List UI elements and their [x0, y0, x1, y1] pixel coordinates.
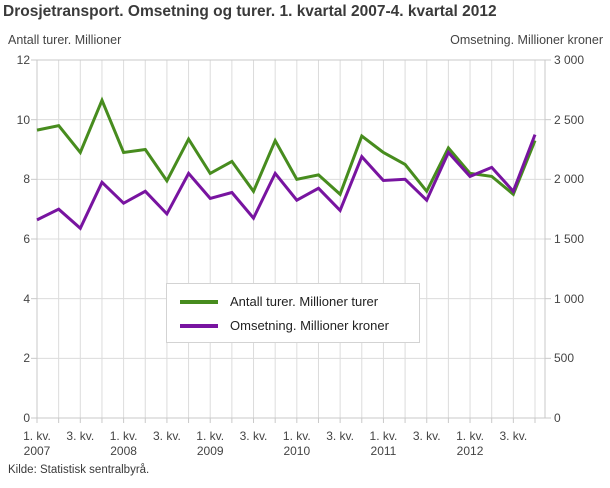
left-axis-tick-label: 6 [23, 232, 30, 246]
chart-title: Drosjetransport. Omsetning og turer. 1. … [3, 3, 497, 20]
right-axis-tick-label: 2 000 [554, 172, 585, 187]
x-axis-tick-label: 3. kv. [224, 429, 284, 444]
x-axis-tick-text: 1. kv. [369, 429, 398, 443]
legend-item: Antall turer. Millioner turer [180, 294, 406, 309]
x-axis-tick-text: 2010 [283, 444, 311, 458]
x-axis-tick-label: 3. kv. [397, 429, 457, 444]
x-axis-tick-text: 2012 [456, 444, 484, 458]
series-line-revenue [36, 134, 537, 231]
x-axis-tick-text: 3. kv. [326, 429, 355, 443]
x-axis-tick-label: 1. kv. 2012 [440, 429, 500, 459]
right-axis-tick-label: 3 000 [554, 53, 585, 67]
legend-line-swatch [180, 299, 218, 304]
legend-label: Omsetning. Millioner kroner [230, 318, 389, 333]
left-axis-tick-label: 2 [23, 351, 30, 366]
left-axis-tick-label: 4 [23, 291, 30, 306]
series-line-trips [36, 96, 537, 197]
left-axis-tick-label: 12 [16, 53, 30, 67]
x-axis-tick-text: 1. kv. [456, 429, 484, 443]
right-axis-title: Omsetning. Millioner kroner [450, 33, 603, 47]
x-axis-tick-text: 1. kv. [23, 429, 51, 443]
legend-item: Omsetning. Millioner kroner [180, 318, 406, 333]
right-axis-tick-label: 0 [554, 411, 561, 425]
x-axis-tick-text: 2007 [23, 444, 51, 458]
x-axis-tick-text: 3. kv. [239, 429, 268, 443]
left-axis-tick-label: 8 [23, 172, 30, 187]
x-axis-tick-label: 3. kv. [50, 429, 110, 444]
x-axis-tick-label: 1. kv. 2007 [7, 429, 67, 459]
x-axis-tick-text: 2011 [370, 444, 397, 458]
x-axis-tick-text: 3. kv. [499, 429, 528, 443]
x-axis-tick-label: 3. kv. [483, 429, 543, 444]
left-axis-title: Antall turer. Millioner [8, 33, 122, 47]
right-axis-tick-label: 500 [554, 351, 575, 366]
x-axis-tick-text: 3. kv. [153, 429, 181, 443]
x-axis-tick-text: 3. kv. [66, 429, 95, 443]
x-axis-tick-label: 3. kv. [310, 429, 370, 444]
x-axis-tick-label: 1. kv. 2008 [94, 429, 154, 459]
x-axis-tick-text: 2009 [196, 444, 224, 458]
x-axis-tick-text: 1. kv. [196, 429, 225, 443]
right-axis-tick-label: 1 500 [554, 232, 585, 246]
right-axis-tick-label: 1 000 [554, 291, 585, 306]
x-axis-tick-text: 1. kv. [109, 429, 138, 443]
x-axis-tick-label: 3. kv. [137, 429, 197, 444]
chart-legend: Antall turer. Millioner turer Omsetning. … [166, 283, 420, 343]
plot-frame [36, 59, 546, 419]
x-axis-tick-text: 2008 [110, 444, 137, 458]
x-axis-tick-label: 1. kv. 2010 [267, 429, 327, 459]
right-axis-tick-label: 2 500 [554, 112, 585, 127]
x-axis-tick-label: 1. kv. 2011 [353, 429, 413, 459]
legend-label: Antall turer. Millioner turer [230, 294, 379, 309]
left-axis-tick-label: 10 [16, 112, 30, 127]
x-axis-tick-text: 1. kv. [282, 429, 311, 443]
legend-line-swatch [180, 323, 218, 328]
x-axis-tick-text: 3. kv. [412, 429, 441, 443]
x-axis-tick-label: 1. kv. 2009 [180, 429, 240, 459]
source-note: Kilde: Statistisk sentralbyrå. [8, 464, 150, 476]
left-axis-tick-label: 0 [23, 411, 30, 425]
